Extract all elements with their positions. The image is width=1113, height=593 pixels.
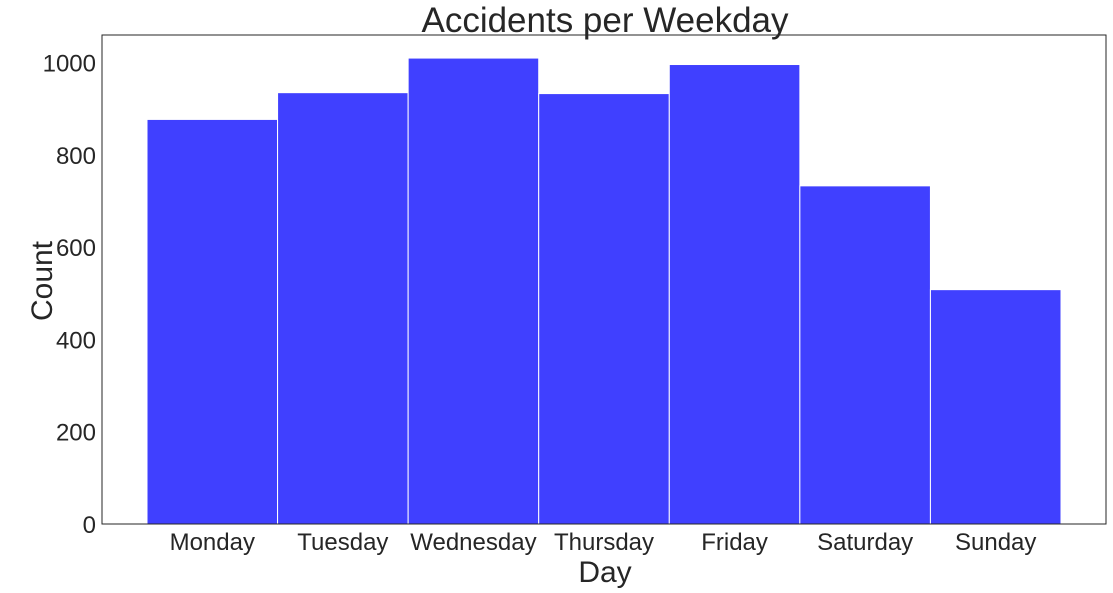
y-tick-label: 800 [56,143,96,170]
plot-frame [101,34,1107,525]
y-tick-label: 0 [83,512,96,539]
bar-sunday [929,289,1062,525]
x-tick-label-thursday: Thursday [554,529,654,556]
y-tick-label: 200 [56,420,96,447]
bars-group [146,57,1062,525]
bar-thursday [538,93,670,525]
bar-friday [668,64,801,525]
y-tick-label: 400 [56,327,96,354]
chart-title: Accidents per Weekday [421,1,789,40]
bar-monday [146,118,279,525]
bar-wednesday [407,57,540,525]
y-axis-label: Count [26,240,59,321]
y-tick-labels: 0 200 400 600 800 1000 [43,51,96,539]
x-tick-label-wednesday: Wednesday [410,529,536,556]
x-tick-label-saturday: Saturday [817,529,913,556]
x-axis-label: Day [578,556,631,589]
bar-saturday [799,185,931,525]
x-tick-labels: Monday Tuesday Wednesday Thursday Friday Satu… [170,529,1037,556]
bar-tuesday [277,92,409,525]
x-tick-label-friday: Friday [701,529,768,556]
x-tick-label-monday: Monday [170,529,255,556]
y-tick-label: 1000 [43,51,96,78]
x-tick-label-sunday: Sunday [955,529,1036,556]
y-tick-label: 600 [56,235,96,262]
x-tick-label-tuesday: Tuesday [297,529,388,556]
